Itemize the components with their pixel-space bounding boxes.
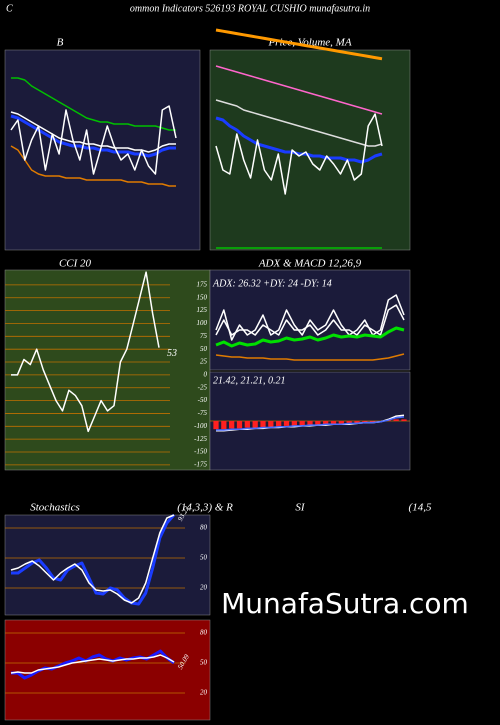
panel-title: SI: [295, 502, 306, 514]
y-tick-label: -125: [194, 435, 207, 443]
histogram-bar: [268, 421, 274, 427]
histogram-bar: [252, 421, 258, 428]
histogram-bar: [338, 421, 344, 425]
panel: [4, 269, 211, 471]
y-tick-label: 20: [200, 584, 208, 592]
series-line: [215, 99, 383, 147]
histogram-bar: [221, 421, 227, 430]
histogram-bar: [354, 421, 360, 424]
y-tick-label: 20: [200, 689, 208, 697]
series-line: [215, 116, 383, 164]
histogram-bar: [315, 421, 321, 426]
panel-subtitle: (14,5: [409, 502, 432, 514]
series-line: [10, 514, 175, 604]
histogram-bar: [346, 421, 352, 424]
histogram-bar: [213, 421, 219, 430]
panel: [4, 514, 211, 616]
histogram-bar: [229, 421, 235, 429]
histogram-bar: [283, 421, 290, 426]
series-line: [10, 105, 177, 175]
y-tick-label: 150: [197, 293, 208, 301]
last-value-label: 53: [167, 348, 177, 359]
series-line: [216, 416, 405, 431]
panel: [4, 619, 211, 721]
panel-subtitle: (14,3,3) & R: [177, 502, 233, 514]
y-tick-label: 175: [197, 281, 208, 289]
histogram-bar: [236, 421, 243, 429]
histogram-bar: [299, 421, 305, 426]
series-line: [215, 28, 383, 61]
series-line: [10, 145, 176, 187]
panel-title: B: [57, 37, 64, 49]
series-line: [11, 649, 175, 680]
y-tick-label: -25: [198, 383, 208, 391]
series-line: [10, 654, 175, 674]
y-tick-label: 80: [200, 629, 208, 637]
y-tick-label: -75: [198, 409, 208, 417]
panel-title: Price, Volume, MA: [267, 37, 351, 49]
watermark: MunafaSutra.com: [221, 587, 469, 620]
histogram-bar: [393, 419, 399, 421]
series-line: [215, 65, 383, 115]
header-title: ommon Indicators 526193 ROYAL CUSHIO mun…: [130, 3, 370, 14]
histogram-bar: [370, 421, 376, 423]
histogram-bar: [260, 421, 266, 428]
annotation: 21.42, 21.21, 0.21: [213, 375, 286, 386]
histogram-bar: [401, 419, 407, 421]
series-line: [215, 353, 405, 361]
y-tick-label: 25: [200, 358, 208, 366]
histogram-bar: [323, 421, 329, 425]
header-left: C: [6, 3, 13, 14]
series-line: [215, 326, 405, 348]
y-tick-label: 80: [200, 524, 208, 532]
y-tick-label: -175: [194, 460, 207, 468]
series-line: [215, 113, 383, 195]
series-line: [215, 304, 405, 336]
histogram-bar: [330, 421, 337, 425]
panel-title: ADX & MACD 12,26,9: [258, 258, 362, 270]
annotation: ADX: 26.32 +DY: 24 -DY: 14: [212, 278, 332, 289]
panel: [209, 49, 411, 251]
histogram-bar: [244, 421, 250, 428]
y-tick-label: 75: [200, 332, 208, 340]
panel-title: Stochastics: [30, 502, 80, 514]
y-tick-label: -100: [194, 422, 207, 430]
histogram-bar: [291, 421, 297, 426]
series-line: [11, 271, 160, 433]
y-tick-label: -50: [198, 396, 208, 404]
histogram-bar: [307, 421, 313, 426]
y-tick-label: 125: [197, 306, 208, 314]
panel-title: CCI 20: [59, 258, 92, 270]
y-tick-label: 0: [204, 370, 208, 378]
y-tick-label: -150: [194, 448, 207, 456]
y-tick-label: 50: [200, 345, 208, 353]
y-tick-label: 50: [200, 554, 208, 562]
y-tick-label: 50: [200, 659, 208, 667]
series-line: [11, 77, 176, 131]
y-tick-label: 100: [197, 319, 208, 327]
histogram-bar: [362, 421, 368, 423]
histogram-bar: [276, 421, 282, 427]
